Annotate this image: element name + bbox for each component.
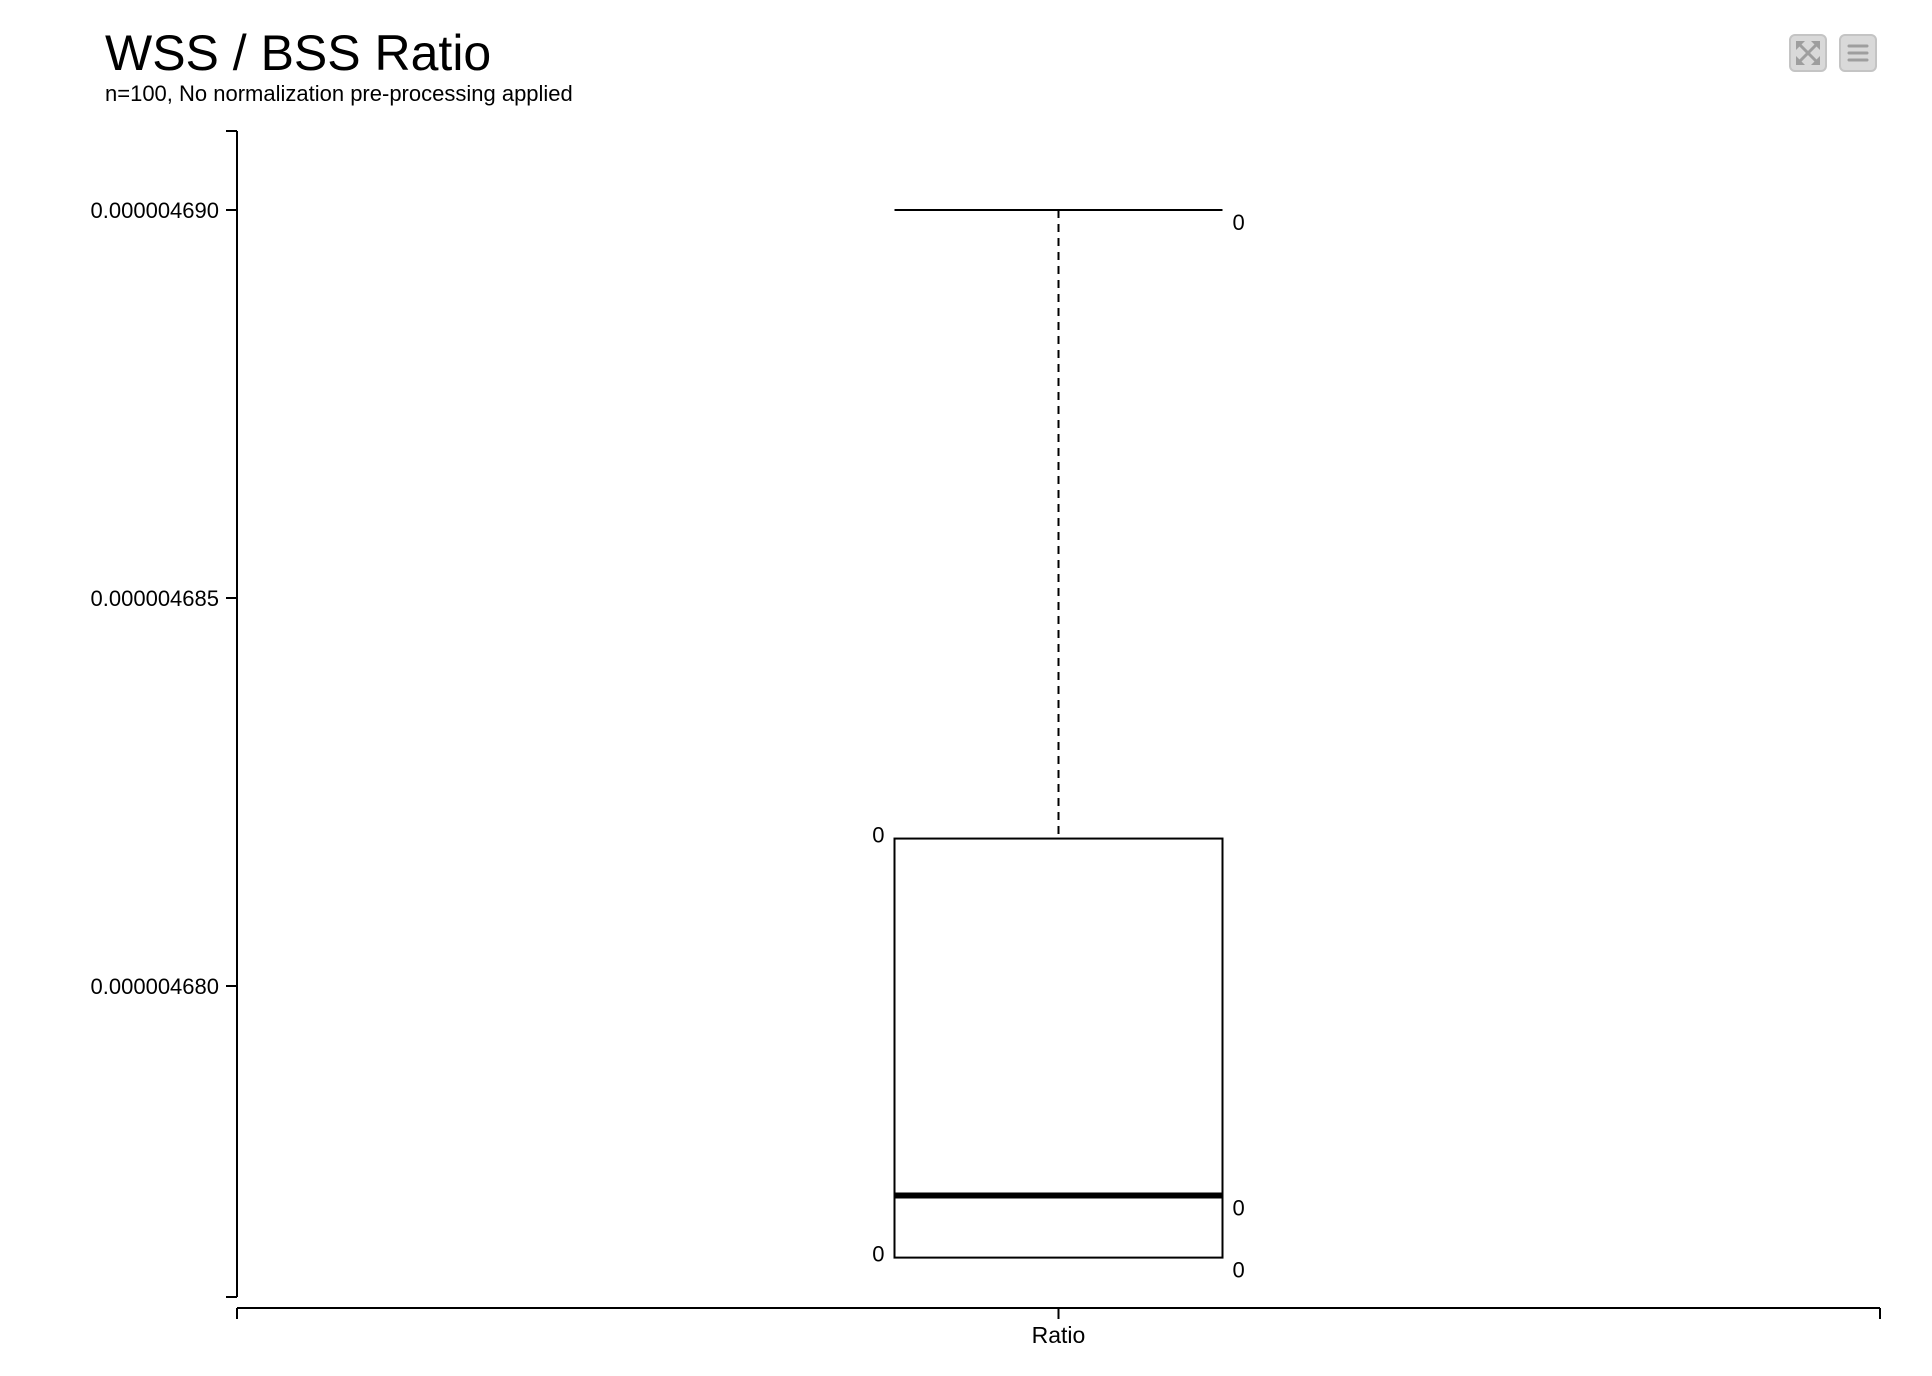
chart-title: WSS / BSS Ratio bbox=[105, 25, 492, 81]
value-annotation: 0 bbox=[1233, 1196, 1245, 1221]
chart-subtitle: n=100, No normalization pre-processing a… bbox=[105, 81, 573, 106]
interquartile-box bbox=[893, 837, 1224, 1259]
value-annotation: 0 bbox=[872, 1242, 884, 1267]
y-tick-label: 0.000004685 bbox=[91, 586, 219, 611]
hamburger-menu-icon bbox=[1847, 44, 1869, 62]
expand-button[interactable] bbox=[1789, 34, 1827, 72]
value-annotation: 0 bbox=[1233, 1258, 1245, 1283]
value-annotation: 0 bbox=[1233, 210, 1245, 235]
menu-button[interactable] bbox=[1839, 34, 1877, 72]
expand-arrows-icon bbox=[1796, 41, 1820, 65]
x-tick-label: Ratio bbox=[1032, 1322, 1086, 1348]
value-annotation: 0 bbox=[872, 823, 884, 848]
y-tick-label: 0.000004680 bbox=[91, 974, 219, 999]
y-tick-label: 0.000004690 bbox=[91, 198, 219, 223]
